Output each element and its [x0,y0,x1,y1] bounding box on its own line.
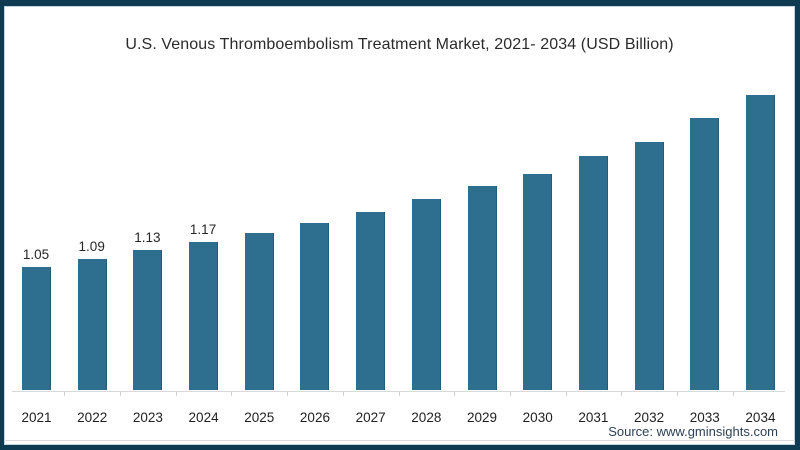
bar-value-label-2023: 1.13 [134,230,161,246]
x-axis-line [12,391,785,392]
bar-2025 [244,233,274,390]
bar-2023: 1.13 [133,230,163,390]
x-axis-ticks [22,392,775,396]
bar-chart-plot-area: 1.05 1.09 1.13 1.17 [22,86,775,390]
x-axis-tick-mark [398,392,400,396]
bar-value-label-2024: 1.17 [189,221,217,237]
bar-2030 [523,173,553,390]
x-axis-tick-mark [565,392,567,396]
x-axis-tick-mark [342,392,344,396]
bar-2021: 1.05 [22,247,51,390]
bar-2034 [745,94,775,390]
x-tick-label-2027: 2027 [355,410,386,425]
x-tick-label-2034: 2034 [745,410,776,425]
x-tick-label-2024: 2024 [188,410,219,425]
bar-2022: 1.09 [77,239,107,390]
x-axis-tick-mark [509,392,511,396]
x-axis-tick-mark [120,392,122,396]
bar-2026 [300,222,330,390]
x-axis-tick-mark [287,392,289,396]
x-tick-label-2023: 2023 [132,410,163,425]
x-tick-label-2025: 2025 [244,410,275,425]
x-axis-tick-mark [231,392,233,396]
bar-2027 [356,211,386,390]
footer-divider [4,440,795,441]
x-tick-label-2028: 2028 [411,410,442,425]
x-axis-tick-mark [732,392,734,396]
x-tick-label-2030: 2030 [522,410,553,425]
x-axis-tick-mark [621,392,623,396]
chart-title: U.S. Venous Thromboembolism Treatment Ma… [125,36,674,53]
x-tick-label-2031: 2031 [578,410,609,425]
bar-2029 [467,186,497,390]
x-axis-tick-mark [64,392,66,396]
bar-2031 [578,156,608,390]
bar-2028 [411,199,441,390]
x-axis-labels: 2021 2022 2023 2024 2025 2026 2027 2028 2029 2030… [21,410,776,427]
bar-value-label-2022: 1.09 [78,238,105,254]
bar-2024: 1.17 [189,222,219,390]
source-credit: Source: www.gminsights.com [608,424,778,439]
x-tick-label-2032: 2032 [634,410,665,425]
x-tick-label-2033: 2033 [689,410,720,425]
bar-value-label-2021: 1.05 [22,247,50,263]
x-tick-label-2021: 2021 [21,410,52,425]
x-axis-tick-mark [454,392,456,396]
x-tick-label-2029: 2029 [466,410,498,425]
x-tick-label-2022: 2022 [77,410,108,425]
bar-2033 [690,118,720,390]
x-axis-tick-mark [175,392,177,396]
x-tick-label-2026: 2026 [299,410,330,425]
bar-2032 [634,141,664,390]
x-axis-tick-mark [676,392,678,396]
